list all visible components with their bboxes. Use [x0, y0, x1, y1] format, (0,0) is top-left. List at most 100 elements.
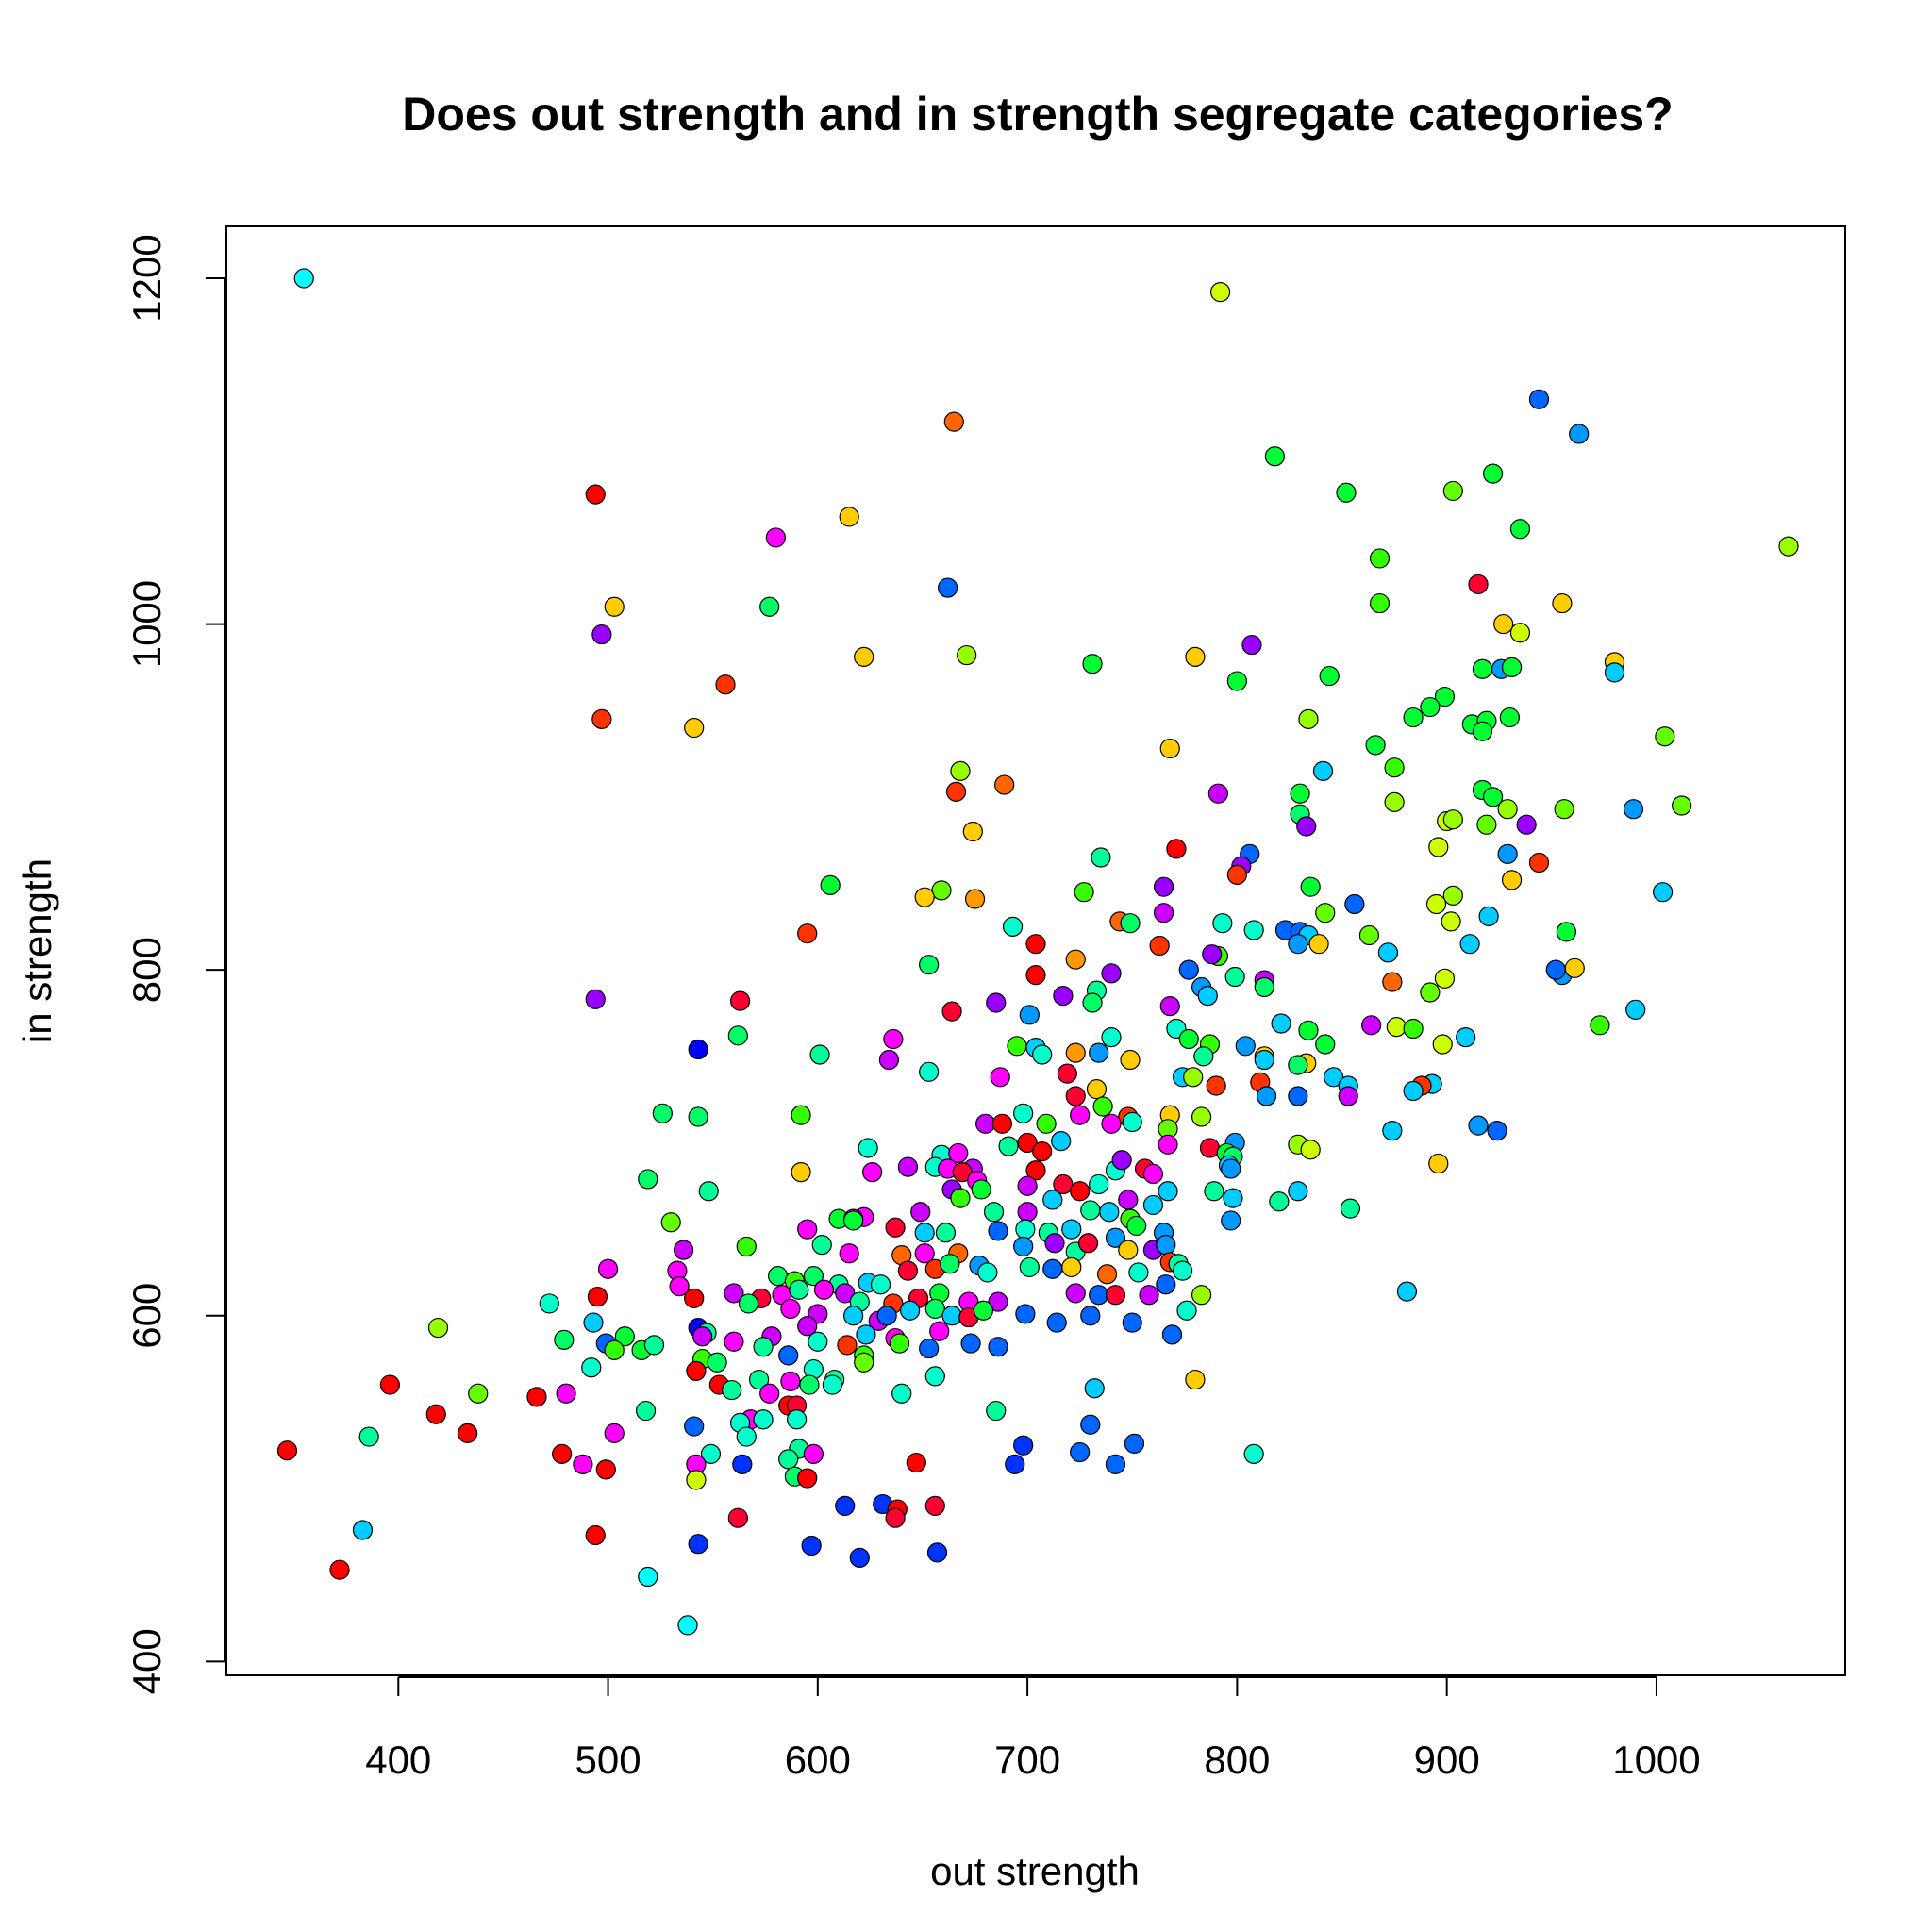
data-point — [1369, 592, 1391, 614]
data-point — [1264, 446, 1285, 467]
data-point — [1290, 783, 1310, 804]
data-point — [732, 1454, 753, 1474]
data-point — [791, 1105, 811, 1125]
data-point — [787, 1409, 808, 1430]
data-point — [935, 1223, 957, 1243]
data-point — [1434, 968, 1456, 989]
data-point — [1082, 654, 1103, 674]
data-point — [822, 1374, 842, 1395]
data-point — [983, 1202, 1005, 1223]
data-point — [883, 1028, 904, 1050]
data-point — [950, 1188, 971, 1208]
data-point — [856, 1324, 876, 1345]
data-point — [791, 1162, 811, 1183]
data-point — [1623, 799, 1644, 820]
data-point — [1296, 816, 1317, 837]
data-point — [1545, 959, 1566, 980]
data-point — [780, 1371, 801, 1392]
data-point — [1002, 916, 1024, 937]
data-point — [1122, 1312, 1142, 1333]
data-point — [724, 1331, 744, 1352]
data-point — [870, 1274, 891, 1295]
data-point — [975, 1113, 996, 1134]
data-point — [1308, 934, 1329, 955]
data-point — [1092, 1096, 1113, 1117]
data-point — [1497, 843, 1518, 864]
data-point — [919, 955, 940, 975]
data-point — [778, 1449, 799, 1470]
data-point — [1442, 809, 1463, 830]
data-point — [1212, 913, 1233, 934]
data-point — [1015, 1304, 1036, 1324]
data-point — [900, 1300, 921, 1321]
data-point — [889, 1333, 910, 1354]
data-point — [1315, 903, 1336, 923]
y-tick-label: 600 — [125, 1283, 169, 1349]
data-point — [1191, 1106, 1212, 1127]
data-point — [552, 1443, 573, 1464]
data-point — [1046, 1312, 1067, 1333]
data-point — [1199, 1138, 1221, 1158]
data-point — [707, 1352, 727, 1373]
data-point — [1185, 646, 1206, 668]
data-point — [1254, 976, 1274, 998]
data-point — [1206, 1075, 1226, 1096]
data-point — [1061, 1219, 1082, 1240]
data-point — [854, 646, 874, 668]
data-point — [573, 1454, 593, 1474]
data-point — [858, 1138, 878, 1158]
data-point — [797, 923, 818, 944]
data-point — [715, 674, 736, 695]
data-point — [948, 1142, 969, 1164]
data-point — [964, 889, 986, 909]
data-point — [1221, 1210, 1241, 1231]
data-point — [1288, 1055, 1308, 1075]
data-point — [1312, 760, 1334, 781]
data-point — [1432, 1034, 1453, 1055]
data-point — [931, 880, 952, 901]
data-point — [1153, 903, 1174, 923]
data-point — [1065, 1283, 1086, 1304]
data-point — [727, 1507, 748, 1528]
data-point — [1428, 837, 1449, 857]
data-point — [1015, 1219, 1036, 1240]
data-point — [1482, 787, 1504, 807]
data-point — [1101, 1027, 1122, 1048]
data-point — [1128, 1262, 1149, 1283]
data-point — [688, 1534, 708, 1555]
data-point — [1017, 1132, 1038, 1154]
data-point — [1493, 613, 1514, 635]
data-point — [724, 1283, 744, 1304]
data-point — [919, 1061, 940, 1082]
data-point — [765, 527, 786, 548]
data-point — [1528, 852, 1550, 873]
data-point — [1080, 1414, 1101, 1435]
data-point — [1271, 1013, 1291, 1034]
x-tick-label: 500 — [575, 1738, 641, 1782]
data-point — [759, 596, 780, 617]
data-point — [684, 717, 705, 739]
data-point — [1007, 1036, 1027, 1057]
data-point — [910, 1202, 931, 1223]
data-point — [585, 484, 606, 505]
data-point — [358, 1426, 379, 1447]
data-point — [994, 774, 1015, 795]
data-point — [835, 1283, 856, 1304]
data-point — [885, 1507, 906, 1528]
data-point — [1386, 1017, 1407, 1038]
data-point — [1298, 1020, 1319, 1040]
data-point — [669, 1275, 690, 1297]
data-point — [950, 760, 971, 781]
data-point — [1428, 1153, 1449, 1174]
data-point — [837, 1335, 858, 1356]
data-point — [813, 1279, 835, 1300]
data-point — [835, 1495, 856, 1516]
data-point — [914, 1223, 935, 1243]
data-point — [991, 1113, 1013, 1134]
data-point — [1124, 1433, 1145, 1454]
data-point — [1241, 634, 1262, 656]
data-point — [988, 1291, 1008, 1312]
data-point — [1089, 1042, 1109, 1063]
y-tick-label: 1200 — [125, 234, 169, 322]
data-point — [1384, 757, 1405, 778]
